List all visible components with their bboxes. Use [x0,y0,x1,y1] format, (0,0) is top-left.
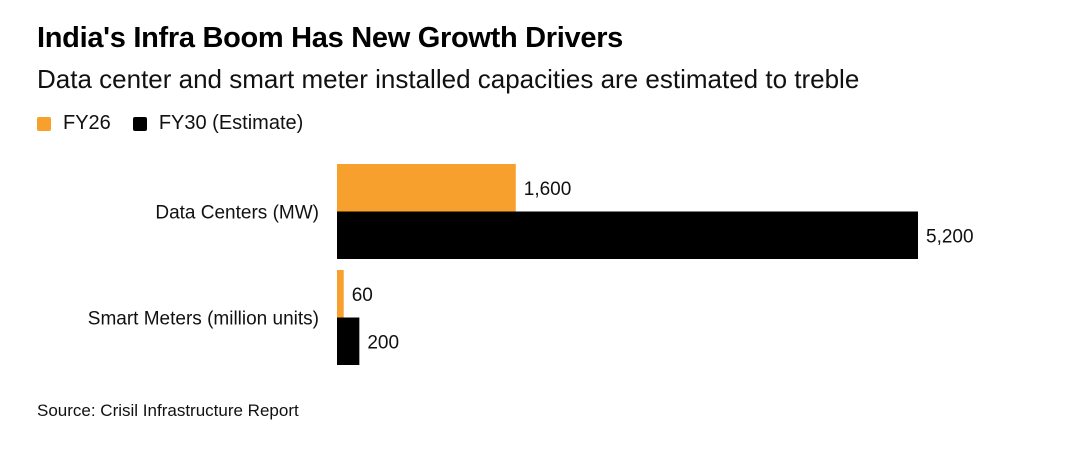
data-label: 60 [352,285,373,306]
data-label: 5,200 [926,226,974,247]
data-label: 200 [367,332,399,353]
chart-title: India's Infra Boom Has New Growth Driver… [37,22,624,54]
bar-fy26 [337,270,344,318]
data-label: 1,600 [524,179,572,200]
category-label: Smart Meters (million units) [88,309,319,330]
category-label: Data Centers (MW) [155,203,319,224]
legend: FY26 FY30 (Estimate) [37,112,325,135]
bar-chart: Data Centers (MW) 1,600 5,200 Smart Meters … [88,164,974,365]
source-note: Source: Crisil Infrastructure Report [37,401,299,420]
legend-swatch-fy26 [37,116,51,131]
chart-subtitle: Data center and smart meter installed ca… [37,64,860,94]
legend-swatch-fy30 [132,116,147,131]
category-group: Data Centers (MW) 1,600 5,200 [155,164,974,259]
legend-label-fy26: FY26 [63,112,111,134]
legend-item-fy26: FY26 [37,112,111,135]
category-group: Smart Meters (million units) 60 200 [88,270,399,365]
legend-label-fy30: FY30 (Estimate) [158,112,304,134]
bar-fy30 [337,211,918,259]
legend-item-fy30: FY30 (Estimate) [132,112,304,135]
bar-fy26 [337,164,516,212]
bar-fy30 [337,317,360,365]
